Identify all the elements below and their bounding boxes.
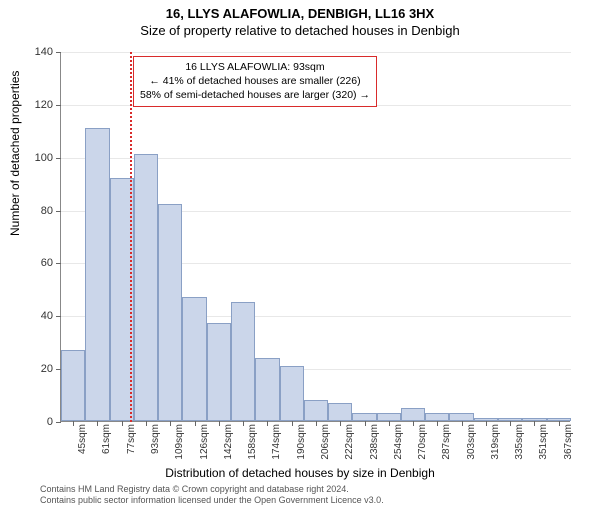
xtick-mark <box>267 421 268 426</box>
y-axis-title: Number of detached properties <box>8 71 22 236</box>
xtick-label: 206sqm <box>320 424 331 460</box>
bar <box>134 154 158 421</box>
xtick-label: 45sqm <box>77 424 88 454</box>
xtick-label: 367sqm <box>563 424 574 460</box>
ytick-mark <box>56 263 61 264</box>
annotation-box: 16 LLYS ALAFOWLIA: 93sqm← 41% of detache… <box>133 56 377 107</box>
xtick-label: 190sqm <box>296 424 307 460</box>
xtick-label: 142sqm <box>223 424 234 460</box>
xtick-label: 222sqm <box>344 424 355 460</box>
bar <box>425 413 449 421</box>
xtick-label: 319sqm <box>490 424 501 460</box>
xtick-mark <box>243 421 244 426</box>
ytick-label: 40 <box>23 310 53 322</box>
bar <box>85 128 109 421</box>
ytick-mark <box>56 52 61 53</box>
xtick-mark <box>389 421 390 426</box>
xtick-mark <box>437 421 438 426</box>
footer-line-1: Contains HM Land Registry data © Crown c… <box>40 484 384 495</box>
xtick-label: 93sqm <box>150 424 161 454</box>
bar <box>328 403 352 422</box>
xtick-mark <box>195 421 196 426</box>
xtick-label: 287sqm <box>441 424 452 460</box>
xtick-label: 351sqm <box>538 424 549 460</box>
xtick-label: 303sqm <box>466 424 477 460</box>
bar <box>231 302 255 421</box>
xtick-mark <box>292 421 293 426</box>
ytick-label: 140 <box>23 46 53 58</box>
ytick-label: 0 <box>23 416 53 428</box>
ytick-label: 80 <box>23 205 53 217</box>
footer-line-2: Contains public sector information licen… <box>40 495 384 506</box>
ytick-mark <box>56 105 61 106</box>
annotation-line: 58% of semi-detached houses are larger (… <box>140 88 370 102</box>
bar <box>304 400 328 421</box>
title-sub: Size of property relative to detached ho… <box>0 23 600 38</box>
xtick-mark <box>486 421 487 426</box>
xtick-mark <box>559 421 560 426</box>
xtick-mark <box>122 421 123 426</box>
xtick-label: 109sqm <box>174 424 185 460</box>
xtick-mark <box>97 421 98 426</box>
bar <box>207 323 231 421</box>
ytick-label: 120 <box>23 99 53 111</box>
histogram-chart: 02040608010012014045sqm61sqm77sqm93sqm10… <box>60 52 570 422</box>
bar <box>280 366 304 422</box>
bar <box>255 358 279 421</box>
ytick-label: 20 <box>23 363 53 375</box>
xtick-label: 238sqm <box>369 424 380 460</box>
xtick-label: 61sqm <box>101 424 112 454</box>
xtick-label: 174sqm <box>271 424 282 460</box>
marker-line <box>130 52 132 422</box>
xtick-label: 77sqm <box>126 424 137 454</box>
xtick-mark <box>534 421 535 426</box>
ytick-mark <box>56 422 61 423</box>
bar <box>61 350 85 421</box>
gridline <box>61 52 571 53</box>
xtick-label: 254sqm <box>393 424 404 460</box>
xtick-label: 158sqm <box>247 424 258 460</box>
xtick-mark <box>413 421 414 426</box>
xtick-label: 270sqm <box>417 424 428 460</box>
ytick-mark <box>56 316 61 317</box>
xtick-mark <box>365 421 366 426</box>
bar <box>182 297 206 421</box>
xtick-mark <box>219 421 220 426</box>
plot-area: 02040608010012014045sqm61sqm77sqm93sqm10… <box>60 52 570 422</box>
bar <box>401 408 425 421</box>
xtick-mark <box>170 421 171 426</box>
xtick-mark <box>340 421 341 426</box>
ytick-label: 100 <box>23 152 53 164</box>
xtick-mark <box>73 421 74 426</box>
bar <box>449 413 473 421</box>
x-axis-title: Distribution of detached houses by size … <box>0 466 600 480</box>
xtick-label: 126sqm <box>199 424 210 460</box>
ytick-label: 60 <box>23 257 53 269</box>
footer: Contains HM Land Registry data © Crown c… <box>40 484 384 506</box>
annotation-line: 16 LLYS ALAFOWLIA: 93sqm <box>140 60 370 74</box>
annotation-line: ← 41% of detached houses are smaller (22… <box>140 74 370 88</box>
xtick-mark <box>146 421 147 426</box>
xtick-mark <box>462 421 463 426</box>
ytick-mark <box>56 211 61 212</box>
title-main: 16, LLYS ALAFOWLIA, DENBIGH, LL16 3HX <box>0 6 600 21</box>
bar <box>352 413 376 421</box>
ytick-mark <box>56 158 61 159</box>
bar <box>377 413 401 421</box>
xtick-mark <box>510 421 511 426</box>
xtick-mark <box>316 421 317 426</box>
xtick-label: 335sqm <box>514 424 525 460</box>
bar <box>158 204 182 421</box>
